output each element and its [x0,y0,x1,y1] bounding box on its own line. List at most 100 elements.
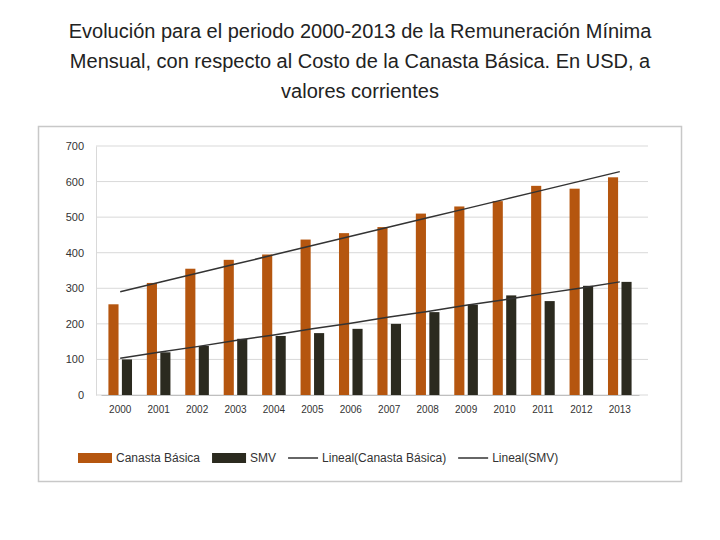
bar [108,304,118,395]
bar [570,189,580,395]
x-tick-label: 2008 [417,404,440,415]
legend-swatch [288,457,318,459]
legend-item: Lineal(Canasta Básica) [288,451,446,465]
x-tick-label: 2002 [186,404,209,415]
bar [199,346,209,395]
grid-line [96,359,648,360]
bar [583,286,593,395]
bar [352,329,362,395]
y-tick-label: 500 [66,211,84,223]
y-tick-label: 600 [66,176,84,188]
bar [416,214,426,395]
trend-line [120,282,620,358]
x-tick: 2000 [109,395,132,415]
x-tick: 2002 [186,395,209,415]
y-axis: 0 100 200 300 400 500 600 700 [66,140,97,401]
x-tick-label: 2006 [340,404,363,415]
legend-item: Canasta Básica [78,451,200,465]
y-tick: 700 [66,140,96,152]
y-tick: 500 [66,211,96,223]
x-tick: 2008 [417,395,440,415]
legend-item: SMV [212,451,276,465]
bar [429,312,439,395]
bar [160,352,170,395]
x-axis-line [102,395,640,396]
grid-line [96,288,648,289]
chart-frame [39,127,682,482]
x-tick-label: 2010 [493,404,516,415]
bar [122,359,132,395]
bar [377,227,387,395]
x-tick: 2012 [570,395,593,415]
y-tick-label: 100 [66,353,84,365]
bar-series [122,282,632,395]
x-tick-label: 2003 [224,404,247,415]
grid-line [96,323,648,324]
x-tick: 2001 [148,395,171,415]
y-tick-label: 700 [66,140,84,152]
bar [224,260,234,395]
legend-label: SMV [250,451,276,465]
bar [545,301,555,395]
bar [314,333,324,395]
bar [262,254,272,395]
x-tick: 2007 [378,395,401,415]
trend-line [120,172,620,292]
legend-label: Lineal(Canasta Básica) [322,451,446,465]
legend: Canasta Básica SMV Lineal(Canasta Básica) L… [78,451,558,465]
x-tick: 2003 [224,395,247,415]
x-tick-label: 2007 [378,404,401,415]
legend-label: Canasta Básica [116,451,200,465]
y-tick-label: 200 [66,318,84,330]
y-tick-label: 400 [66,247,84,259]
bar [339,233,349,395]
bar-series [108,177,618,395]
legend-label: Lineal(SMV) [492,451,558,465]
x-tick-label: 2011 [532,404,554,415]
bar [391,324,401,395]
x-tick: 2011 [532,395,554,415]
x-tick-label: 2009 [455,404,478,415]
y-tick: 300 [66,282,96,294]
grid-line [96,146,648,147]
bar [185,269,195,395]
x-tick: 2006 [340,395,363,415]
x-tick: 2004 [263,395,286,415]
bar [608,177,618,395]
grid [96,146,648,395]
y-tick-label: 300 [66,282,84,294]
bar [468,305,478,395]
bar [621,282,631,395]
x-tick: 2005 [301,395,324,415]
x-tick-label: 2000 [109,404,132,415]
y-tick-label: 0 [78,389,84,401]
bar [493,201,503,395]
y-tick: 400 [66,247,96,259]
x-tick-label: 2001 [148,404,171,415]
y-tick: 600 [66,176,96,188]
bar [147,283,157,395]
y-tick: 100 [66,353,96,365]
grid-line [96,395,648,396]
chart-title: Evolución para el periodo 2000-2013 de l… [40,16,680,106]
x-tick: 2010 [493,395,516,415]
y-axis-line [96,147,97,396]
page: {"chart_data": { "type": "bar", "title":… [0,0,720,540]
bar [237,339,247,395]
bar [506,295,516,395]
x-tick-label: 2012 [570,404,593,415]
x-tick-label: 2005 [301,404,324,415]
y-tick: 0 [78,389,96,401]
x-tick-label: 2013 [609,404,632,415]
bar [301,240,311,395]
bar [454,206,464,395]
grid-line [96,181,648,182]
x-tick: 2009 [455,395,478,415]
legend-item: Lineal(SMV) [458,451,558,465]
grid-line [96,252,648,253]
grid-line [96,217,648,218]
plot-marks [108,172,631,395]
x-tick: 2013 [609,395,632,415]
legend-swatch [78,453,112,463]
chart: 0 100 200 300 400 500 600 700 2000 2001 2002 2003 20… [0,0,720,540]
